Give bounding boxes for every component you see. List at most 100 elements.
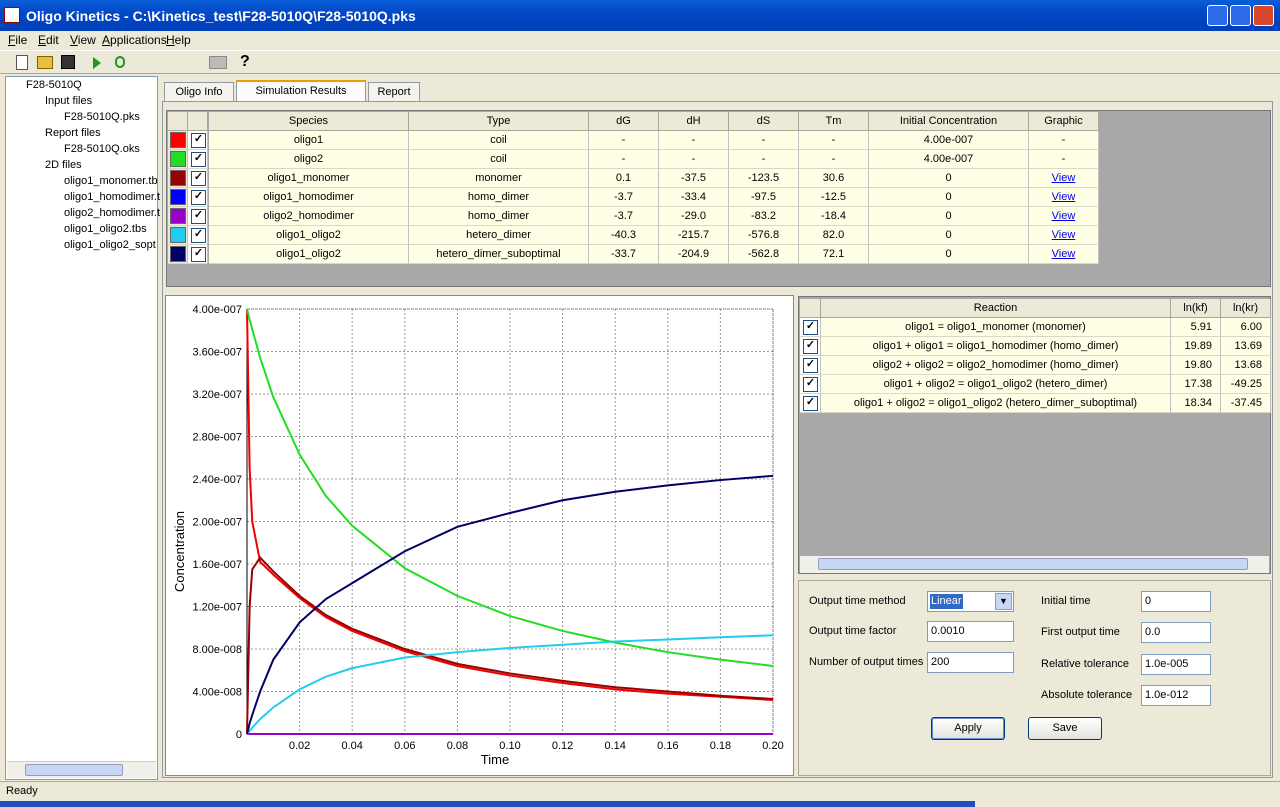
table-cell: 4.00e-007 [869, 131, 1029, 150]
table-cell: 19.80 [1171, 356, 1221, 375]
y-tick-label: 1.60e-007 [192, 559, 242, 571]
save-icon[interactable] [61, 55, 75, 69]
view-link[interactable]: View [1029, 245, 1099, 264]
text-input[interactable]: 0.0010 [927, 621, 1014, 642]
text-input[interactable]: 1.0e-005 [1141, 654, 1211, 675]
tab[interactable]: Report [368, 82, 420, 102]
menu-item[interactable]: File [8, 33, 28, 47]
checkbox[interactable]: ✓ [191, 152, 206, 167]
tree-group[interactable]: Report files [45, 127, 101, 139]
table-cell: -3.7 [589, 207, 659, 226]
text-input[interactable]: 0 [1141, 591, 1211, 612]
table-cell: 0 [869, 207, 1029, 226]
view-link[interactable]: View [1029, 188, 1099, 207]
x-tick-label: 0.10 [499, 740, 520, 752]
checkbox[interactable]: ✓ [191, 171, 206, 186]
table-cell: homo_dimer [409, 207, 589, 226]
new-icon[interactable] [16, 55, 28, 70]
y-tick-label: 1.20e-007 [192, 602, 242, 614]
menu-item[interactable]: Help [166, 33, 191, 47]
text-input[interactable]: 200 [927, 652, 1014, 673]
header-cell [188, 112, 208, 131]
print-icon[interactable] [209, 56, 227, 69]
color-swatch [170, 208, 186, 224]
menu-item[interactable]: Applications [102, 33, 167, 47]
x-tick-label: 0.12 [552, 740, 573, 752]
table-cell: 0 [869, 245, 1029, 264]
tree-item[interactable]: oligo2_homodimer.t [64, 207, 161, 219]
tree-item[interactable]: F28-5010Q.pks [64, 111, 140, 123]
tree-item[interactable]: oligo1_oligo2_sopt [64, 239, 156, 251]
field-label: Relative tolerance [1041, 658, 1130, 670]
color-swatch [170, 189, 186, 205]
checkbox[interactable]: ✓ [191, 190, 206, 205]
menu-bar: File Edit View Applications Help [0, 31, 1280, 50]
table-cell: -215.7 [659, 226, 729, 245]
tree-item[interactable]: F28-5010Q.oks [64, 143, 140, 155]
help-icon[interactable]: ? [240, 53, 250, 70]
checkbox-cell: ✓ [800, 375, 821, 394]
tab[interactable]: Simulation Results [236, 80, 366, 102]
checkbox[interactable]: ✓ [803, 339, 818, 354]
column-header: dH [659, 112, 729, 131]
table-cell: oligo1 [209, 131, 409, 150]
view-link[interactable]: View [1029, 207, 1099, 226]
checkbox-cell: ✓ [800, 356, 821, 375]
status-text: Ready [6, 785, 38, 797]
checkbox[interactable]: ✓ [803, 358, 818, 373]
x-tick-label: 0.18 [710, 740, 731, 752]
tree-group[interactable]: Input files [45, 95, 93, 107]
y-tick-label: 2.00e-007 [192, 517, 242, 529]
checkbox[interactable]: ✓ [803, 396, 818, 411]
tree-group[interactable]: 2D files [45, 159, 82, 171]
text-input[interactable]: 0.0 [1141, 622, 1211, 643]
header-cell [168, 112, 188, 131]
text-input[interactable]: 1.0e-012 [1141, 685, 1211, 706]
settings-panel: Output time method Linear ▼ Output time fac… [798, 580, 1271, 776]
column-header: Graphic [1029, 112, 1099, 131]
checkbox[interactable]: ✓ [803, 377, 818, 392]
table-cell: coil [409, 131, 589, 150]
refresh-icon[interactable] [115, 56, 125, 68]
checkbox[interactable]: ✓ [191, 209, 206, 224]
open-icon[interactable] [37, 56, 53, 69]
status-bar: Ready [0, 781, 1280, 801]
scroll-thumb[interactable] [818, 558, 1248, 570]
tree-root[interactable]: F28-5010Q [26, 79, 82, 91]
field-label: Initial time [1041, 595, 1091, 607]
checkbox[interactable]: ✓ [191, 228, 206, 243]
button[interactable]: Apply [931, 717, 1005, 740]
tree-item[interactable]: oligo1_monomer.tb [64, 175, 158, 187]
checkbox[interactable]: ✓ [191, 247, 206, 262]
view-link[interactable]: View [1029, 169, 1099, 188]
y-axis-label: Concentration [172, 511, 187, 592]
table-cell: 13.69 [1221, 337, 1271, 356]
close-button[interactable] [1253, 5, 1274, 26]
menu-item[interactable]: Edit [38, 33, 59, 47]
series-line [246, 474, 774, 735]
scroll-thumb[interactable] [25, 764, 123, 776]
button[interactable]: Save [1028, 717, 1102, 740]
checkbox[interactable]: ✓ [803, 320, 818, 335]
table-cell: coil [409, 150, 589, 169]
checkbox[interactable]: ✓ [191, 133, 206, 148]
menu-item[interactable]: View [70, 33, 96, 47]
run-icon[interactable] [93, 57, 101, 69]
tree-item[interactable]: oligo1_oligo2.tbs [64, 223, 147, 235]
table-cell: -83.2 [729, 207, 799, 226]
table-cell: - [799, 150, 869, 169]
minimize-button[interactable] [1207, 5, 1228, 26]
dropdown[interactable]: Linear ▼ [927, 591, 1014, 612]
table-cell: -49.25 [1221, 375, 1271, 394]
column-header: ln(kf) [1171, 299, 1221, 318]
tree-item[interactable]: oligo1_homodimer.t [64, 191, 161, 203]
dropdown-arrow[interactable]: ▼ [995, 593, 1012, 610]
maximize-button[interactable] [1230, 5, 1251, 26]
view-link[interactable]: View [1029, 226, 1099, 245]
checkbox-cell: ✓ [188, 150, 208, 169]
table-cell: 4.00e-007 [869, 150, 1029, 169]
tab[interactable]: Oligo Info [164, 82, 234, 102]
column-header: Initial Concentration [869, 112, 1029, 131]
y-tick-label: 3.20e-007 [192, 389, 242, 401]
